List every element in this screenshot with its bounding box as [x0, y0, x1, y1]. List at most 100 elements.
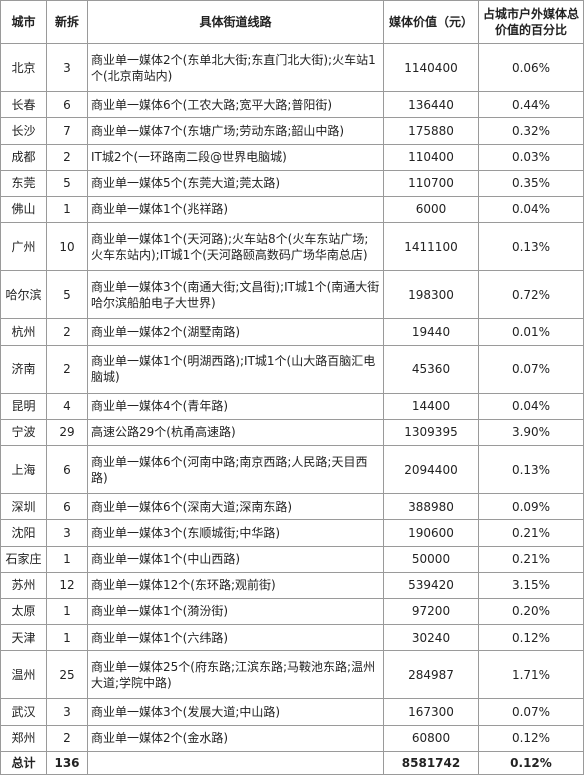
- count-cell: 2: [46, 724, 88, 753]
- value-cell: 167300: [383, 698, 479, 726]
- city-cell: 天津: [0, 624, 47, 652]
- value-cell: 388980: [383, 493, 479, 521]
- street-cell: 商业单一媒体3个(东顺城街;中华路): [87, 519, 384, 547]
- street-cell: 商业单一媒体3个(南通大街;文昌街);IT城1个(南通大街哈尔滨船舶电子大世界): [87, 270, 384, 320]
- table-row: 苏州 12 商业单一媒体12个(东环路;观前街) 539420 3.15%: [0, 571, 584, 599]
- city-cell: 沈阳: [0, 519, 47, 547]
- percent-cell: 0.06%: [478, 42, 584, 93]
- table-row: 天津 1 商业单一媒体1个(六纬路) 30240 0.12%: [0, 624, 584, 652]
- value-cell: 60800: [383, 724, 479, 753]
- table-row: 成都 2 IT城2个(一环路南二段@世界电脑城) 110400 0.03%: [0, 143, 584, 171]
- table-row: 佛山 1 商业单一媒体1个(兆祥路) 6000 0.04%: [0, 195, 584, 223]
- street-cell: 商业单一媒体3个(发展大道;中山路): [87, 698, 384, 726]
- city-cell: 昆明: [0, 392, 47, 420]
- street-cell: 商业单一媒体5个(东莞大道;莞太路): [87, 169, 384, 197]
- total-row: 总计 136 8581742 0.12%: [0, 751, 584, 775]
- street-cell: 商业单一媒体1个(明湖西路);IT城1个(山大路百脑汇电脑城): [87, 344, 384, 394]
- count-cell: 12: [46, 571, 88, 599]
- value-cell: 198300: [383, 270, 479, 320]
- street-cell: 商业单一媒体7个(东塘广场;劳动东路;韶山中路): [87, 117, 384, 145]
- table-row: 石家庄 1 商业单一媒体1个(中山西路) 50000 0.21%: [0, 545, 584, 573]
- city-cell: 苏州: [0, 571, 47, 599]
- value-cell: 190600: [383, 519, 479, 547]
- city-cell: 长春: [0, 91, 47, 119]
- value-cell: 110400: [383, 143, 479, 171]
- count-cell: 3: [46, 519, 88, 547]
- city-cell: 石家庄: [0, 545, 47, 573]
- table-row: 长春 6 商业单一媒体6个(工农大路;宽平大路;普阳街) 136440 0.44%: [0, 91, 584, 119]
- value-cell: 1411100: [383, 221, 479, 272]
- percent-cell: 0.44%: [478, 91, 584, 119]
- header-cell: 具体街道线路: [87, 0, 384, 44]
- city-cell: 郑州: [0, 724, 47, 753]
- city-cell: 东莞: [0, 169, 47, 197]
- value-cell: 110700: [383, 169, 479, 197]
- count-cell: 2: [46, 143, 88, 171]
- count-cell: 29: [46, 418, 88, 447]
- percent-cell: 0.01%: [478, 318, 584, 346]
- table-row: 济南 2 商业单一媒体1个(明湖西路);IT城1个(山大路百脑汇电脑城) 45360 0…: [0, 344, 584, 394]
- value-cell: 50000: [383, 545, 479, 573]
- percent-cell: 0.72%: [478, 270, 584, 320]
- value-cell: 136440: [383, 91, 479, 119]
- count-cell: 6: [46, 445, 88, 495]
- table-row: 长沙 7 商业单一媒体7个(东塘广场;劳动东路;韶山中路) 175880 0.32%: [0, 117, 584, 145]
- percent-cell: 0.20%: [478, 597, 584, 626]
- table-row: 昆明 4 商业单一媒体4个(青年路) 14400 0.04%: [0, 392, 584, 420]
- percent-cell: 3.90%: [478, 418, 584, 447]
- city-cell: 温州: [0, 650, 47, 700]
- count-cell: 3: [46, 698, 88, 726]
- count-cell: 4: [46, 392, 88, 420]
- table-row: 北京 3 商业单一媒体2个(东单北大街;东直门北大街);火车站1个(北京南站内) 11…: [0, 42, 584, 93]
- total-value: 8581742: [383, 751, 479, 775]
- count-cell: 1: [46, 624, 88, 652]
- table-row: 广州 10 商业单一媒体1个(天河路);火车站8个(火车东站广场;火车东站内);IT…: [0, 221, 584, 272]
- percent-cell: 0.03%: [478, 143, 584, 171]
- table-row: 哈尔滨 5 商业单一媒体3个(南通大街;文昌街);IT城1个(南通大街哈尔滨船舶电子…: [0, 270, 584, 320]
- street-cell: 商业单一媒体2个(金水路): [87, 724, 384, 753]
- city-cell: 长沙: [0, 117, 47, 145]
- percent-cell: 0.09%: [478, 493, 584, 521]
- value-cell: 19440: [383, 318, 479, 346]
- count-cell: 10: [46, 221, 88, 272]
- count-cell: 5: [46, 169, 88, 197]
- header-cell: 占城市户外媒体总价值的百分比: [478, 0, 584, 44]
- percent-cell: 0.04%: [478, 195, 584, 223]
- street-cell: 商业单一媒体1个(漪汾街): [87, 597, 384, 626]
- table-row: 武汉 3 商业单一媒体3个(发展大道;中山路) 167300 0.07%: [0, 698, 584, 726]
- count-cell: 6: [46, 91, 88, 119]
- table-row: 郑州 2 商业单一媒体2个(金水路) 60800 0.12%: [0, 724, 584, 753]
- percent-cell: 0.12%: [478, 724, 584, 753]
- city-cell: 济南: [0, 344, 47, 394]
- table-row: 上海 6 商业单一媒体6个(河南中路;南京西路;人民路;天目西路) 2094400 0.…: [0, 445, 584, 495]
- count-cell: 7: [46, 117, 88, 145]
- city-cell: 北京: [0, 42, 47, 93]
- percent-cell: 0.13%: [478, 221, 584, 272]
- percent-cell: 0.35%: [478, 169, 584, 197]
- table-row: 东莞 5 商业单一媒体5个(东莞大道;莞太路) 110700 0.35%: [0, 169, 584, 197]
- header-row: 城市 新拆 具体街道线路 媒体价值（元） 占城市户外媒体总价值的百分比: [0, 0, 584, 44]
- city-cell: 杭州: [0, 318, 47, 346]
- city-cell: 佛山: [0, 195, 47, 223]
- city-cell: 武汉: [0, 698, 47, 726]
- street-cell: 商业单一媒体2个(湖墅南路): [87, 318, 384, 346]
- value-cell: 14400: [383, 392, 479, 420]
- count-cell: 5: [46, 270, 88, 320]
- street-cell: IT城2个(一环路南二段@世界电脑城): [87, 143, 384, 171]
- table-row: 太原 1 商业单一媒体1个(漪汾街) 97200 0.20%: [0, 597, 584, 626]
- table-row: 深圳 6 商业单一媒体6个(深南大道;深南东路) 388980 0.09%: [0, 493, 584, 521]
- percent-cell: 0.21%: [478, 545, 584, 573]
- city-cell: 广州: [0, 221, 47, 272]
- street-cell: 商业单一媒体1个(六纬路): [87, 624, 384, 652]
- total-count: 136: [46, 751, 88, 775]
- value-cell: 1140400: [383, 42, 479, 93]
- header-cell: 城市: [0, 0, 47, 44]
- percent-cell: 0.07%: [478, 344, 584, 394]
- table-row: 杭州 2 商业单一媒体2个(湖墅南路) 19440 0.01%: [0, 318, 584, 346]
- count-cell: 3: [46, 42, 88, 93]
- percent-cell: 0.07%: [478, 698, 584, 726]
- value-cell: 175880: [383, 117, 479, 145]
- value-cell: 45360: [383, 344, 479, 394]
